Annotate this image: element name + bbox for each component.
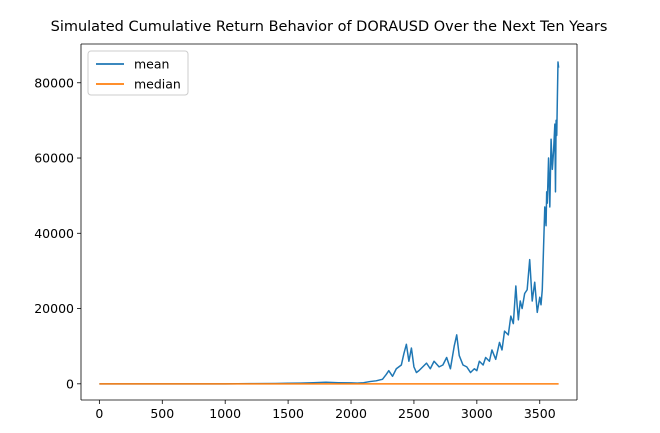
x-tick-label: 3000 xyxy=(461,406,493,421)
x-tick-label: 1500 xyxy=(272,406,304,421)
x-tick-label: 3500 xyxy=(524,406,556,421)
plot-background xyxy=(81,44,577,400)
chart-title: Simulated Cumulative Return Behavior of … xyxy=(51,19,608,35)
legend-label-mean: mean xyxy=(134,57,169,72)
x-tick-label: 2500 xyxy=(398,406,430,421)
y-tick-label: 80000 xyxy=(34,75,74,90)
y-tick-label: 20000 xyxy=(34,301,74,316)
x-tick-label: 500 xyxy=(150,406,174,421)
plot-area xyxy=(81,44,577,400)
x-tick-label: 2000 xyxy=(335,406,367,421)
series-layer xyxy=(99,61,560,385)
legend: mean median xyxy=(87,50,189,96)
y-tick-label: 60000 xyxy=(34,151,74,166)
series-line-mean xyxy=(99,61,560,385)
y-tick-label: 40000 xyxy=(34,226,74,241)
axes-layer: 0 500 1000 1500 2000 2500 3000 3500 0 20000 40000 6… xyxy=(34,43,578,421)
x-tick-label: 0 xyxy=(95,406,103,421)
y-tick-label: 0 xyxy=(66,376,74,391)
x-tick-label: 1000 xyxy=(209,406,241,421)
legend-label-median: median xyxy=(134,77,181,92)
